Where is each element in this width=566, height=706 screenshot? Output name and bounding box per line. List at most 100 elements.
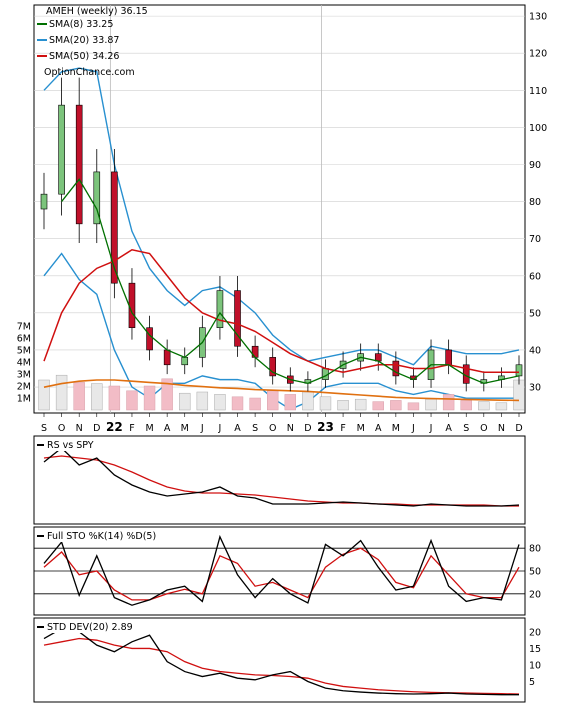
- volume-bar: [302, 391, 314, 411]
- month-tick-label: 22: [106, 420, 123, 434]
- volume-bar: [108, 385, 121, 411]
- stddev-lines: [43, 627, 520, 696]
- stddev-tick-label: 20: [529, 627, 541, 638]
- price-gridlines: [34, 5, 525, 413]
- candle-body: [269, 357, 277, 377]
- month-tick-label: M: [181, 423, 189, 434]
- month-tick-label: O: [269, 423, 276, 434]
- stddev-tick-label: 5: [529, 677, 535, 688]
- volume-bar: [126, 390, 138, 411]
- volume-bars: [38, 374, 525, 411]
- month-tick-label: A: [445, 423, 452, 434]
- stochastic-k-line: [43, 534, 520, 606]
- legend-label-sma8: SMA(8) 33.25: [49, 19, 113, 30]
- rs-lines: [43, 447, 520, 507]
- legend-label-sma20: SMA(20) 33.87: [49, 35, 119, 46]
- stochastic-lines: [43, 534, 520, 606]
- candle-body: [40, 193, 48, 210]
- price-tick-label: 130: [529, 12, 547, 23]
- volume-bar: [249, 397, 261, 411]
- candle-body: [445, 349, 452, 366]
- month-tick-label: M: [357, 423, 365, 434]
- volume-bar: [214, 394, 226, 411]
- volume-bar: [38, 379, 50, 411]
- volume-tick-label: 5M: [17, 346, 31, 357]
- stochastic-title-bg: [35, 528, 193, 542]
- moving-average-lines: [43, 178, 520, 385]
- rs-title: RS vs SPY: [47, 440, 94, 451]
- stochastic-tick-label: 80: [529, 544, 541, 555]
- month-tick-label: M: [145, 423, 153, 434]
- stddev-title: STD DEV(20) 2.89: [47, 622, 133, 633]
- month-x-axis: S O N D 22 F M A M J J A S O N D 23 F M A M J J A S O N D: [41, 413, 523, 434]
- month-tick-label: D: [304, 423, 311, 434]
- price-tick-label: 100: [529, 123, 547, 134]
- volume-bar: [91, 383, 103, 411]
- price-tick-label: 110: [529, 86, 547, 97]
- bollinger-upper-line: [43, 67, 520, 366]
- rs-panel-frame: [33, 435, 526, 525]
- price-tick-label: 50: [529, 308, 541, 319]
- candle-body: [374, 353, 382, 362]
- stddev-panel: 20 15 10 5 STD DEV(20) 2.89: [33, 617, 541, 703]
- stddev-y-axis: 20 15 10 5: [529, 627, 541, 688]
- volume-bar: [196, 391, 209, 411]
- volume-bar: [143, 385, 156, 411]
- rs-line: [43, 447, 520, 507]
- volume-tick-label: 7M: [17, 322, 31, 333]
- volume-average-line: [43, 379, 520, 402]
- stochastic-title: Full STO %K(14) %D(5): [47, 531, 156, 542]
- volume-bar: [337, 400, 349, 411]
- month-tick-label: 23: [317, 420, 334, 434]
- month-tick-label: S: [41, 423, 47, 434]
- price-tick-label: 30: [529, 383, 541, 394]
- volume-bar: [319, 396, 332, 411]
- month-tick-label: A: [234, 423, 241, 434]
- price-tick-label: 40: [529, 345, 541, 356]
- bollinger-bands: [43, 67, 520, 411]
- volume-tick-label: 3M: [17, 370, 31, 381]
- sma8-line: [61, 178, 520, 385]
- month-tick-label: A: [375, 423, 382, 434]
- volume-bar: [478, 401, 490, 411]
- price-tick-label: 80: [529, 197, 541, 208]
- candle-body: [392, 360, 400, 377]
- legend-label-sma50: SMA(50) 34.26: [49, 51, 119, 62]
- volume-bar: [284, 394, 296, 411]
- month-tick-label: J: [200, 423, 204, 434]
- rs-title-bg: [35, 437, 103, 451]
- sma50-line: [43, 249, 519, 373]
- volume-bar: [372, 401, 384, 411]
- candle-body: [234, 290, 241, 347]
- month-tick-label: N: [76, 423, 83, 434]
- month-tick-label: N: [498, 423, 505, 434]
- candle-body: [146, 327, 153, 351]
- volume-bar: [513, 379, 525, 411]
- price-legend: AMEH (weekly) 36.15 SMA(8) 33.25 SMA(20)…: [37, 6, 148, 78]
- month-tick-label: O: [58, 423, 65, 434]
- volume-bar: [55, 374, 68, 411]
- stochastic-panel: 80 50 20 Full STO %K(14) %D(5): [33, 526, 541, 616]
- candle-body: [216, 290, 224, 328]
- month-tick-label: J: [429, 423, 433, 434]
- stddev-tick-label: 15: [529, 644, 541, 655]
- candle-body: [128, 282, 136, 328]
- month-tick-label: O: [480, 423, 487, 434]
- volume-bar: [407, 402, 420, 411]
- price-tick-label: 60: [529, 271, 541, 282]
- volume-bar: [161, 378, 173, 411]
- candle-body: [163, 349, 171, 366]
- price-title: AMEH (weekly) 36.15: [46, 6, 148, 17]
- stddev-line: [43, 627, 519, 696]
- price-tick-label: 70: [529, 234, 541, 245]
- volume-bar: [460, 400, 472, 411]
- month-tick-label: S: [252, 423, 258, 434]
- candle-body: [75, 104, 83, 225]
- stochastic-y-axis: 80 50 20: [529, 544, 541, 601]
- rs-panel: RS vs SPY: [33, 435, 526, 525]
- volume-tick-label: 4M: [17, 358, 31, 369]
- price-tick-label: 90: [529, 160, 541, 171]
- stochastic-tick-label: 20: [529, 589, 541, 600]
